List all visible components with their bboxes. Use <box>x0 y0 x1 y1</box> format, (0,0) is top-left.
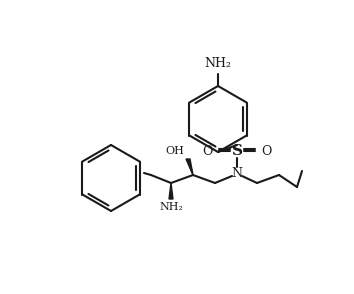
Text: S: S <box>232 144 242 158</box>
Polygon shape <box>186 159 193 175</box>
Text: NH₂: NH₂ <box>205 57 232 70</box>
Text: N: N <box>232 166 242 180</box>
Text: NH₂: NH₂ <box>159 202 183 212</box>
Polygon shape <box>169 183 173 199</box>
Text: O: O <box>261 144 272 158</box>
Text: OH: OH <box>165 146 184 156</box>
Text: O: O <box>202 144 213 158</box>
